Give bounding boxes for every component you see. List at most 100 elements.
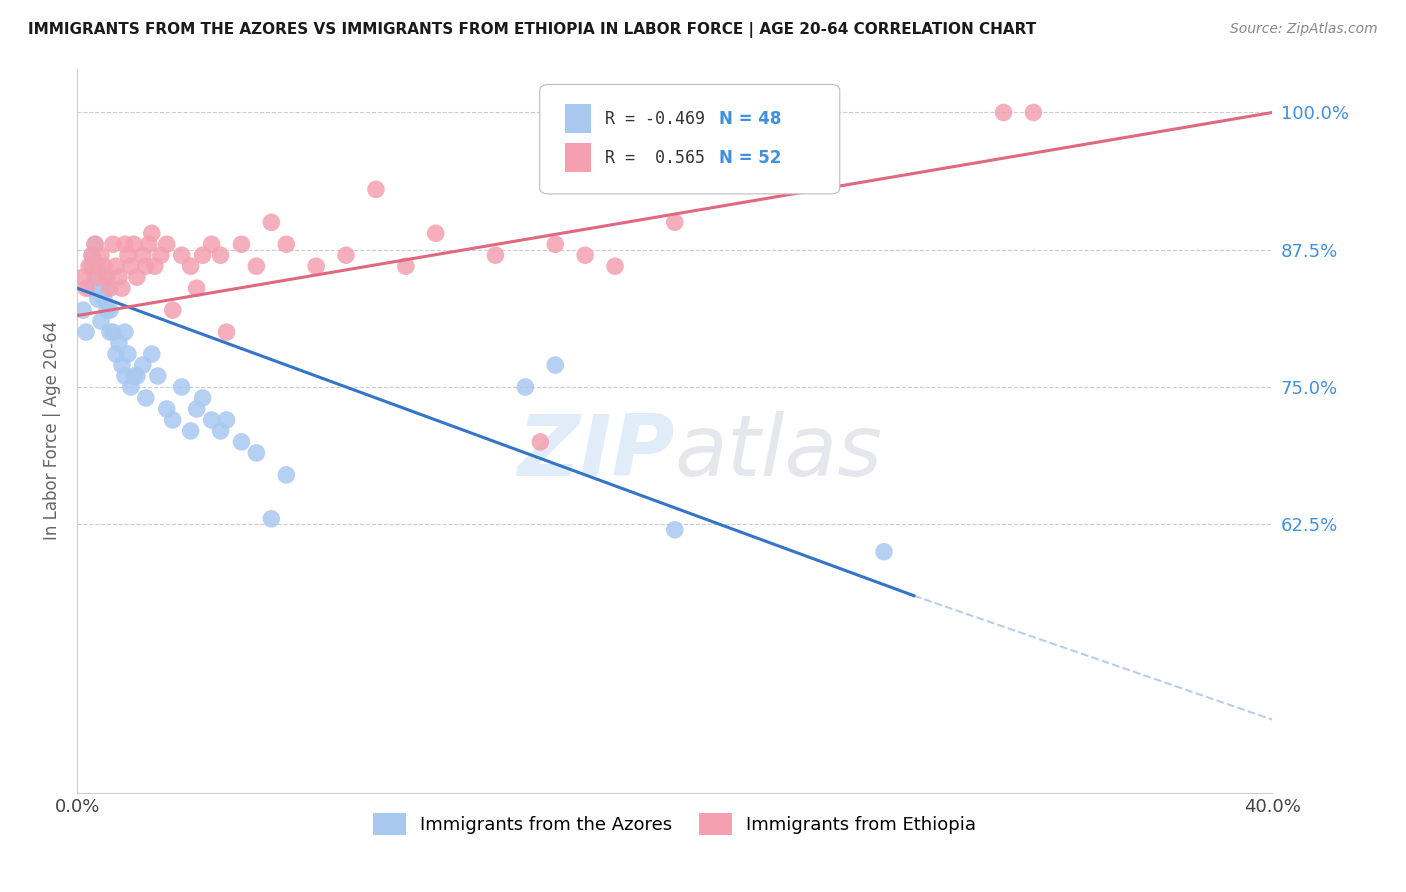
Point: [96, 303, 118, 318]
Point: [75, 281, 97, 295]
Point: [603, 259, 626, 273]
Point: [138, 237, 160, 252]
Point: [335, 248, 357, 262]
Point: [305, 259, 328, 273]
Point: [156, 237, 179, 252]
Point: [120, 380, 142, 394]
Point: [80, 259, 103, 273]
Point: [186, 281, 208, 295]
Point: [77, 281, 100, 295]
Point: [96, 270, 118, 285]
Point: [122, 369, 145, 384]
Point: [84, 270, 107, 285]
Point: [101, 325, 124, 339]
Point: [114, 325, 136, 339]
Point: [209, 424, 232, 438]
Point: [200, 413, 222, 427]
Text: ZIP: ZIP: [517, 411, 675, 494]
Point: [425, 226, 447, 240]
Point: [515, 380, 537, 394]
Point: [111, 281, 134, 295]
Text: R =  0.565: R = 0.565: [606, 149, 706, 167]
Point: [111, 358, 134, 372]
Point: [135, 259, 157, 273]
Point: [87, 270, 110, 285]
Point: [260, 512, 283, 526]
Point: [84, 259, 107, 273]
Point: [132, 248, 155, 262]
Point: [141, 226, 163, 240]
Point: [574, 248, 596, 262]
Point: [93, 292, 115, 306]
Point: [276, 237, 298, 252]
Point: [664, 215, 686, 229]
Point: [93, 259, 115, 273]
Point: [364, 182, 387, 196]
Point: [98, 281, 121, 295]
Point: [162, 303, 184, 318]
FancyBboxPatch shape: [565, 104, 591, 133]
Point: [72, 270, 94, 285]
Point: [96, 281, 118, 295]
Point: [544, 237, 567, 252]
Point: [276, 467, 298, 482]
Point: [231, 434, 253, 449]
Point: [993, 105, 1015, 120]
Point: [122, 237, 145, 252]
FancyBboxPatch shape: [565, 144, 591, 172]
Point: [90, 314, 112, 328]
Point: [180, 259, 202, 273]
Text: Source: ZipAtlas.com: Source: ZipAtlas.com: [1230, 22, 1378, 37]
Point: [90, 281, 112, 295]
Point: [544, 358, 567, 372]
Point: [98, 303, 121, 318]
Point: [135, 391, 157, 405]
Point: [80, 248, 103, 262]
Point: [395, 259, 418, 273]
Point: [84, 237, 107, 252]
Point: [84, 237, 107, 252]
Point: [664, 523, 686, 537]
Point: [186, 401, 208, 416]
Point: [191, 248, 214, 262]
Point: [108, 270, 131, 285]
Point: [101, 237, 124, 252]
Point: [104, 259, 127, 273]
Point: [114, 369, 136, 384]
Y-axis label: In Labor Force | Age 20-64: In Labor Force | Age 20-64: [44, 321, 60, 541]
Point: [87, 259, 110, 273]
FancyBboxPatch shape: [540, 85, 839, 194]
Point: [170, 380, 193, 394]
Point: [108, 336, 131, 351]
Text: R = -0.469: R = -0.469: [606, 110, 706, 128]
Point: [80, 248, 103, 262]
Point: [125, 270, 148, 285]
Point: [143, 259, 166, 273]
Point: [484, 248, 506, 262]
Point: [156, 401, 179, 416]
Text: atlas: atlas: [675, 411, 883, 494]
Point: [149, 248, 172, 262]
Legend: Immigrants from the Azores, Immigrants from Ethiopia: Immigrants from the Azores, Immigrants f…: [373, 813, 976, 835]
Text: IMMIGRANTS FROM THE AZORES VS IMMIGRANTS FROM ETHIOPIA IN LABOR FORCE | AGE 20-6: IMMIGRANTS FROM THE AZORES VS IMMIGRANTS…: [28, 22, 1036, 38]
Point: [260, 215, 283, 229]
Point: [104, 347, 127, 361]
Point: [93, 270, 115, 285]
Point: [180, 424, 202, 438]
Point: [245, 259, 267, 273]
Point: [245, 446, 267, 460]
Point: [529, 434, 551, 449]
Point: [1022, 105, 1045, 120]
Point: [162, 413, 184, 427]
Point: [98, 325, 121, 339]
Point: [215, 413, 238, 427]
Point: [215, 325, 238, 339]
Point: [120, 259, 142, 273]
Point: [231, 237, 253, 252]
Point: [170, 248, 193, 262]
Point: [141, 347, 163, 361]
Point: [200, 237, 222, 252]
Point: [77, 259, 100, 273]
Point: [191, 391, 214, 405]
Point: [125, 369, 148, 384]
